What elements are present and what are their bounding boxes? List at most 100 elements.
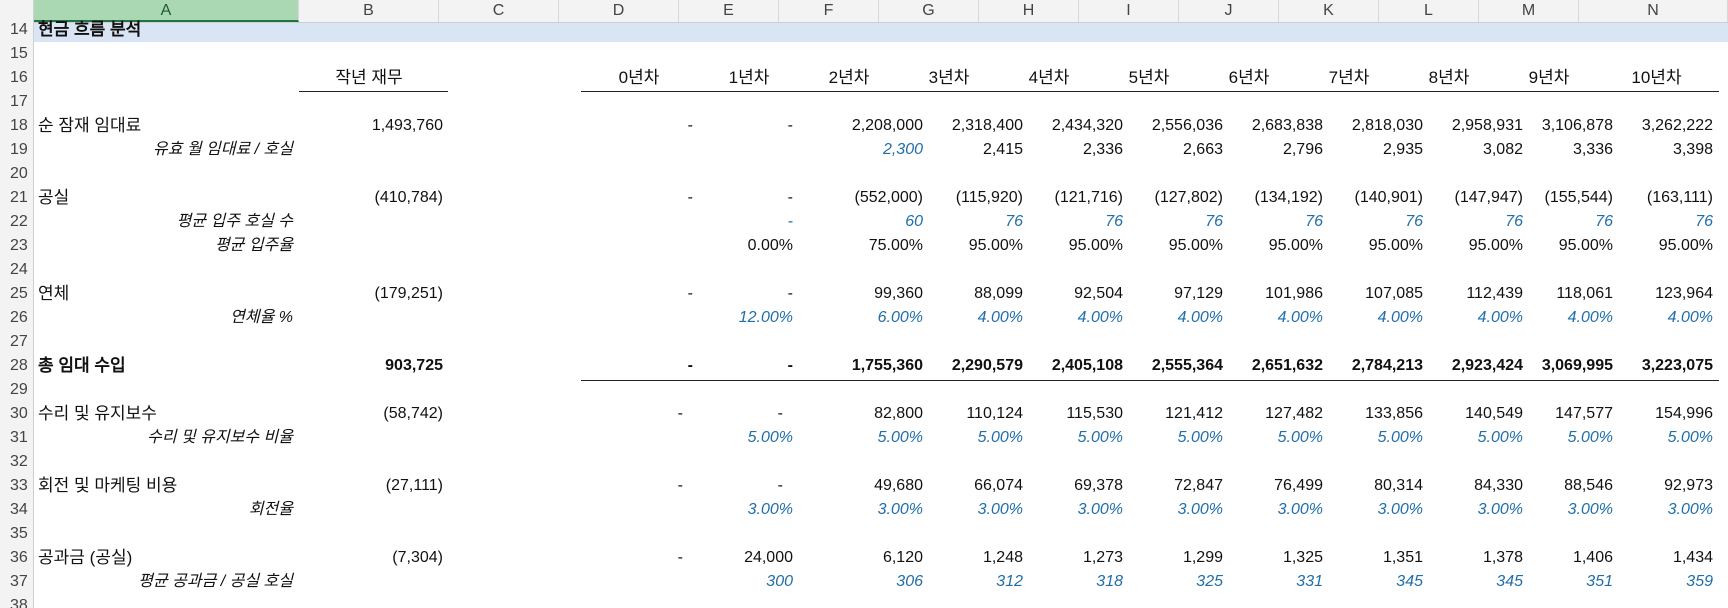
cell-22-h[interactable]: 76: [1105, 213, 1123, 230]
cell-25-g[interactable]: 88,099: [974, 285, 1023, 302]
row-header-20[interactable]: 20: [0, 162, 34, 186]
cell-30-e[interactable]: -: [777, 405, 783, 422]
cell-25-k[interactable]: 107,085: [1365, 285, 1423, 302]
cell-26-m[interactable]: 4.00%: [1567, 309, 1613, 326]
cell-33-i[interactable]: 72,847: [1174, 477, 1223, 494]
cell-34-g[interactable]: 3.00%: [977, 501, 1023, 518]
cell-28-m[interactable]: 3,069,995: [1541, 357, 1613, 374]
cell-22-k[interactable]: 76: [1405, 213, 1423, 230]
column-header-j[interactable]: J: [1179, 0, 1279, 22]
header-year-3[interactable]: 3년차: [928, 68, 970, 87]
cell-28-g[interactable]: 2,290,579: [951, 357, 1023, 374]
cell-26-j[interactable]: 4.00%: [1277, 309, 1323, 326]
section-title[interactable]: 현금 흐름 분석: [38, 20, 142, 39]
cell-33-m[interactable]: 88,546: [1564, 477, 1613, 494]
cell-30-l[interactable]: 140,549: [1465, 405, 1523, 422]
cell-25-h[interactable]: 92,504: [1074, 285, 1123, 302]
cell-30-d[interactable]: -: [677, 405, 683, 422]
row-label-26[interactable]: 연체율 %: [230, 309, 293, 326]
cell-36-k[interactable]: 1,351: [1382, 549, 1423, 566]
cell-23-f[interactable]: 75.00%: [868, 237, 923, 254]
row-header-27[interactable]: 27: [0, 330, 34, 354]
cell-30-i[interactable]: 121,412: [1165, 405, 1223, 422]
cell-25-m[interactable]: 118,061: [1556, 285, 1613, 302]
row-label-19[interactable]: 유효 월 임대료 / 호실: [153, 141, 293, 158]
cell-34-j[interactable]: 3.00%: [1277, 501, 1323, 518]
cell-34-h[interactable]: 3.00%: [1077, 501, 1123, 518]
cell-26-h[interactable]: 4.00%: [1077, 309, 1123, 326]
row-label-33[interactable]: 회전 및 마케팅 비용: [38, 476, 178, 495]
cell-34-k[interactable]: 3.00%: [1377, 501, 1423, 518]
row-label-28[interactable]: 총 임대 수입: [38, 356, 126, 375]
row-header-14[interactable]: 14: [0, 18, 34, 42]
column-header-n[interactable]: N: [1579, 0, 1728, 22]
cell-34-l[interactable]: 3.00%: [1477, 501, 1523, 518]
cell-33-d[interactable]: -: [677, 477, 683, 494]
cell-36-j[interactable]: 1,325: [1282, 549, 1323, 566]
header-year-0[interactable]: 0년차: [618, 68, 660, 87]
prior-value-28[interactable]: 903,725: [385, 357, 443, 374]
cell-36-l[interactable]: 1,378: [1482, 549, 1523, 566]
column-header-i[interactable]: I: [1079, 0, 1179, 22]
cell-34-i[interactable]: 3.00%: [1177, 501, 1223, 518]
cell-28-h[interactable]: 2,405,108: [1051, 357, 1123, 374]
column-header-k[interactable]: K: [1279, 0, 1379, 22]
cell-18-g[interactable]: 2,318,400: [951, 117, 1023, 134]
header-year-6[interactable]: 6년차: [1228, 68, 1270, 87]
cell-36-e[interactable]: 24,000: [744, 549, 793, 566]
row-header-29[interactable]: 29: [0, 378, 34, 402]
cell-25-n[interactable]: 123,964: [1655, 285, 1713, 302]
cell-33-g[interactable]: 66,074: [974, 477, 1023, 494]
cell-37-l[interactable]: 345: [1496, 573, 1523, 590]
cell-19-f[interactable]: 2,300: [882, 141, 923, 158]
row-header-34[interactable]: 34: [0, 498, 34, 522]
cell-36-d[interactable]: -: [677, 549, 683, 566]
cell-34-e[interactable]: 3.00%: [747, 501, 793, 518]
row-label-30[interactable]: 수리 및 유지보수: [38, 404, 157, 423]
cell-23-j[interactable]: 95.00%: [1268, 237, 1323, 254]
row-header-31[interactable]: 31: [0, 426, 34, 450]
cell-31-m[interactable]: 5.00%: [1567, 429, 1613, 446]
cell-36-i[interactable]: 1,299: [1182, 549, 1223, 566]
cell-31-g[interactable]: 5.00%: [977, 429, 1023, 446]
cell-25-j[interactable]: 101,986: [1265, 285, 1323, 302]
cell-23-k[interactable]: 95.00%: [1368, 237, 1423, 254]
cell-21-i[interactable]: (127,802): [1154, 189, 1224, 206]
cell-30-g[interactable]: 110,124: [966, 405, 1023, 422]
cell-30-n[interactable]: 154,996: [1655, 405, 1713, 422]
cell-28-j[interactable]: 2,651,632: [1251, 357, 1323, 374]
cell-30-f[interactable]: 82,800: [874, 405, 923, 422]
prior-value-25[interactable]: (179,251): [374, 285, 444, 302]
cell-33-j[interactable]: 76,499: [1274, 477, 1323, 494]
cell-37-m[interactable]: 351: [1586, 573, 1613, 590]
prior-value-21[interactable]: (410,784): [374, 189, 444, 206]
header-year-2[interactable]: 2년차: [828, 68, 870, 87]
cell-36-f[interactable]: 6,120: [882, 549, 923, 566]
cell-23-m[interactable]: 95.00%: [1558, 237, 1613, 254]
cell-18-e[interactable]: -: [787, 117, 793, 134]
cell-19-l[interactable]: 3,082: [1482, 141, 1523, 158]
row-label-18[interactable]: 순 잠재 임대료: [38, 116, 142, 135]
cell-36-m[interactable]: 1,406: [1572, 549, 1613, 566]
cell-26-f[interactable]: 6.00%: [877, 309, 923, 326]
prior-value-33[interactable]: (27,111): [385, 477, 443, 494]
header-year-7[interactable]: 7년차: [1328, 68, 1370, 87]
cell-34-n[interactable]: 3.00%: [1667, 501, 1713, 518]
cell-28-f[interactable]: 1,755,360: [851, 357, 923, 374]
cell-21-h[interactable]: (121,716): [1054, 189, 1124, 206]
cell-37-i[interactable]: 325: [1196, 573, 1223, 590]
cell-23-e[interactable]: 0.00%: [747, 237, 793, 254]
cell-21-k[interactable]: (140,901): [1354, 189, 1424, 206]
cell-21-e[interactable]: -: [787, 189, 793, 206]
cell-22-f[interactable]: 60: [905, 213, 923, 230]
cell-25-f[interactable]: 99,360: [874, 285, 923, 302]
cell-33-f[interactable]: 49,680: [874, 477, 923, 494]
cell-23-h[interactable]: 95.00%: [1068, 237, 1123, 254]
cell-36-n[interactable]: 1,434: [1672, 549, 1713, 566]
cell-31-n[interactable]: 5.00%: [1667, 429, 1713, 446]
cell-30-m[interactable]: 147,577: [1555, 405, 1613, 422]
cell-25-i[interactable]: 97,129: [1174, 285, 1223, 302]
cell-26-e[interactable]: 12.00%: [738, 309, 793, 326]
row-header-32[interactable]: 32: [0, 450, 34, 474]
